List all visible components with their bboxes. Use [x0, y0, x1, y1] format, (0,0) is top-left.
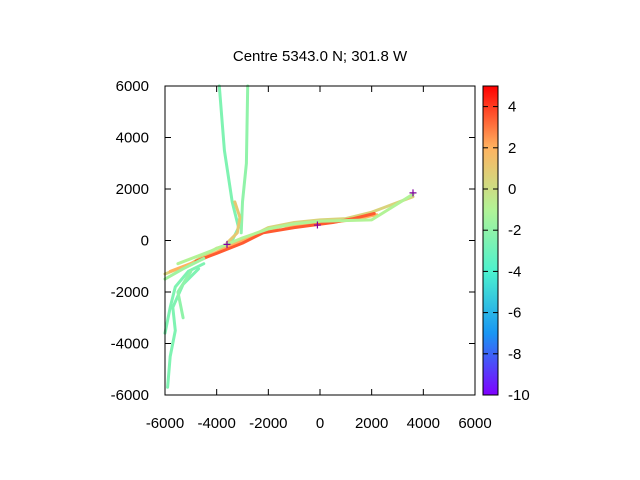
y-axis: -6000 -4000 -2000 0 2000 4000 6000 [111, 78, 475, 404]
y-tick-label: 4000 [116, 130, 149, 147]
chart-title: Centre 5343.0 N; 301.8 W [233, 48, 408, 65]
colorbar-tick-label: -8 [508, 346, 521, 363]
marker-0 [223, 240, 231, 248]
plot-area [164, 85, 476, 396]
chart-tracks [163, 84, 415, 389]
x-tick-label: 0 [316, 415, 324, 432]
track-10 [176, 269, 193, 320]
chart-markers [223, 189, 417, 248]
track-6 [176, 192, 415, 266]
colorbar-tick-label: -6 [508, 305, 521, 322]
x-tick-label: 4000 [407, 415, 440, 432]
x-tick-label: -2000 [249, 415, 287, 432]
track-0 [217, 84, 241, 250]
colorbar-tick-label: 2 [508, 140, 516, 157]
colorbar-axis: 4 2 0 -2 -4 -6 -8 -10 [483, 99, 530, 404]
y-tick-label: 0 [141, 233, 149, 250]
y-tick-label: -4000 [111, 336, 149, 353]
track-1 [239, 84, 250, 235]
track-8 [163, 262, 206, 335]
x-tick-label: 2000 [355, 415, 388, 432]
colorbar-tick-label: 4 [508, 99, 516, 116]
colorbar-tick-label: 0 [508, 181, 516, 198]
y-tick-label: 6000 [116, 78, 149, 95]
marker-1 [313, 221, 321, 229]
track-4 [168, 213, 379, 273]
x-tick-label: -6000 [146, 415, 184, 432]
colorbar-tick-label: -4 [508, 263, 521, 280]
y-tick-label: -2000 [111, 284, 149, 301]
track-2 [225, 200, 242, 245]
y-tick-label: 2000 [116, 181, 149, 198]
x-axis: -6000 -4000 -2000 0 2000 4000 6000 [146, 86, 492, 432]
x-tick-label: 6000 [458, 415, 491, 432]
y-tick-label: -6000 [111, 387, 149, 404]
colorbar-tick-label: -2 [508, 222, 521, 239]
colorbar [482, 85, 499, 396]
marker-2 [409, 189, 417, 197]
track-9 [166, 267, 201, 389]
track-3 [163, 195, 415, 276]
track-7 [163, 257, 206, 281]
x-tick-label: -4000 [197, 415, 235, 432]
colorbar-tick-label: -10 [508, 387, 530, 404]
